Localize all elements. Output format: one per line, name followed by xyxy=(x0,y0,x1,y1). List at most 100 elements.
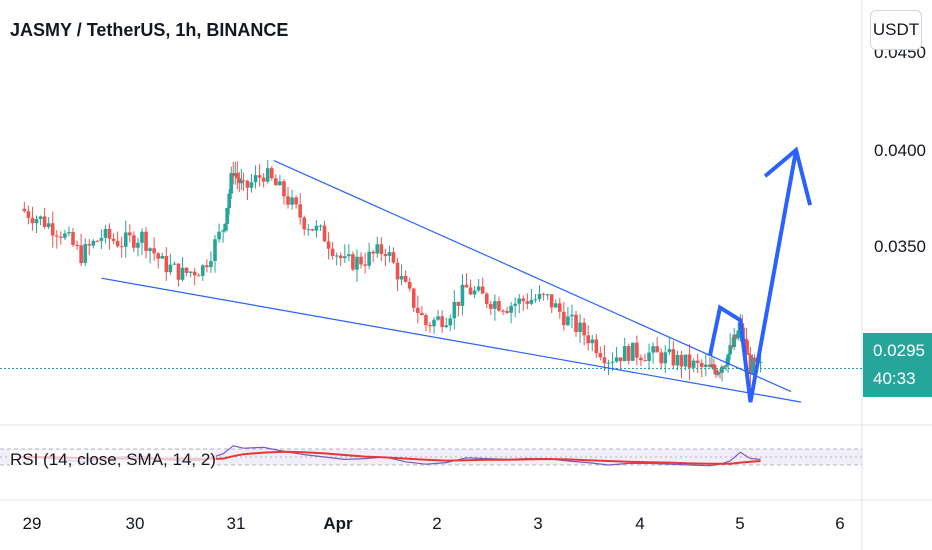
candle-body xyxy=(468,287,473,295)
candle-body xyxy=(513,303,517,306)
candle-body xyxy=(480,286,485,294)
candle-body xyxy=(411,288,416,308)
candle-body xyxy=(172,263,177,265)
candle-body xyxy=(192,271,197,276)
candle-body xyxy=(695,360,700,363)
candle-body xyxy=(699,362,704,367)
candle-body xyxy=(505,310,509,313)
candle-body xyxy=(574,314,578,333)
candle-body xyxy=(407,281,412,289)
candle-body xyxy=(594,339,599,354)
candle-body xyxy=(282,181,286,197)
candle-body xyxy=(614,357,619,362)
candle-body xyxy=(383,254,388,256)
candle-body xyxy=(265,168,270,182)
candle-body xyxy=(472,290,477,295)
candle-body xyxy=(675,354,680,366)
candle-body xyxy=(667,349,672,353)
candle-body xyxy=(570,314,574,317)
candle-body xyxy=(557,303,562,312)
candle-body xyxy=(562,311,566,326)
candle-body xyxy=(306,229,311,231)
candle-body xyxy=(63,233,67,238)
candle-body xyxy=(720,366,724,373)
candle-body xyxy=(111,238,116,241)
candle-body xyxy=(416,307,420,314)
currency-unit-button[interactable]: USDT xyxy=(870,10,922,50)
candle-body xyxy=(509,305,513,313)
x-tick-label: 2 xyxy=(432,514,441,533)
candle-body xyxy=(545,294,550,296)
candle-body xyxy=(533,299,538,301)
rsi-indicator-label[interactable]: RSI (14, close, SMA, 14, 2) xyxy=(10,450,216,470)
candle-body xyxy=(196,275,201,277)
candle-body xyxy=(598,353,603,358)
candle-body xyxy=(156,253,161,259)
candle-body xyxy=(314,225,319,231)
candle-body xyxy=(643,360,647,362)
candle-body xyxy=(205,265,209,268)
candle-body xyxy=(239,180,244,184)
candle-body xyxy=(578,322,582,333)
candle-body xyxy=(91,240,96,246)
candle-body xyxy=(30,217,35,224)
upper-trendline xyxy=(273,160,792,393)
candle-body xyxy=(460,284,465,306)
candle-body xyxy=(590,339,595,344)
candle-body xyxy=(440,316,444,328)
candle-body xyxy=(452,301,457,319)
x-tick-label: 29 xyxy=(23,514,42,533)
candle-body xyxy=(164,256,169,273)
y-tick-label: 0.0350 xyxy=(874,237,926,256)
candle-body xyxy=(209,261,213,268)
candle-body xyxy=(168,264,173,273)
x-tick-label: 6 xyxy=(835,514,844,533)
candle-body xyxy=(748,354,753,375)
candle-body xyxy=(606,362,611,364)
candle-body xyxy=(241,180,246,182)
annotation-layer xyxy=(0,146,862,403)
candle-body xyxy=(148,248,152,251)
lower-trendline xyxy=(101,277,802,403)
candle-body xyxy=(310,229,315,231)
candle-body xyxy=(403,275,408,282)
candle-body xyxy=(99,237,104,241)
candle-body xyxy=(274,178,278,186)
candle-body xyxy=(225,207,229,224)
x-tick-label: 31 xyxy=(227,514,246,533)
candle-body xyxy=(235,173,240,179)
candle-body xyxy=(95,240,100,242)
candle-body xyxy=(610,361,615,363)
candle-body xyxy=(294,197,298,205)
candle-body xyxy=(334,255,339,257)
candle-body xyxy=(722,366,726,368)
candle-body xyxy=(718,372,722,374)
y-tick-label: 0.0400 xyxy=(874,141,926,160)
x-tick-label: 4 xyxy=(635,514,644,533)
candle-body xyxy=(626,345,631,361)
candle-body xyxy=(541,293,546,295)
candle-body xyxy=(635,342,639,358)
candle-body xyxy=(659,352,664,364)
x-tick-label: 3 xyxy=(533,514,542,533)
candle-body xyxy=(217,231,221,240)
candle-body xyxy=(420,313,424,316)
candle-body xyxy=(448,318,453,326)
candle-body xyxy=(223,223,227,231)
candle-body xyxy=(517,298,522,304)
candle-body xyxy=(107,228,112,239)
candle-body xyxy=(160,256,165,259)
candle-body xyxy=(391,252,396,263)
candle-body xyxy=(602,357,607,364)
candle-body xyxy=(144,231,148,251)
candle-body xyxy=(671,349,676,366)
candle-body xyxy=(87,244,92,246)
candle-body xyxy=(521,298,526,302)
candle-body xyxy=(347,254,351,257)
candle-body xyxy=(38,216,43,219)
symbol-title: JASMY / TetherUS, 1h, BINANCE xyxy=(10,20,289,40)
candle-body xyxy=(231,173,236,177)
candle-body xyxy=(318,225,323,227)
candle-body xyxy=(464,284,469,288)
